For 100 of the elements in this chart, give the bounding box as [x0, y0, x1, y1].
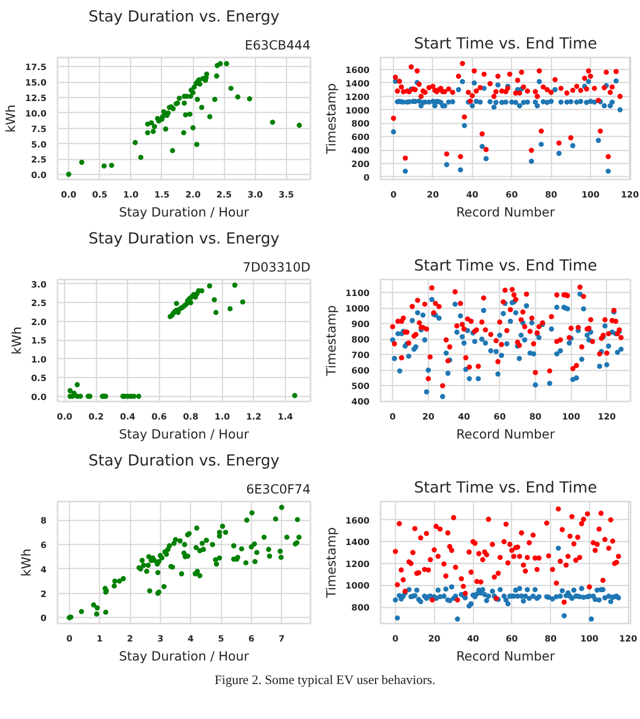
x-tick-label: 80: [529, 412, 542, 422]
chart-title: Stay Duration vs. Energy: [88, 452, 280, 470]
y-tick-label: 10.0: [25, 109, 46, 120]
y-tick-label: 12.5: [25, 94, 46, 104]
chart-subtitle: 6E3C0F74: [246, 482, 311, 496]
x-axis-title: Record Number: [456, 204, 556, 220]
y-tick-label: 400: [351, 398, 370, 408]
x-tick-label: 120: [598, 412, 616, 422]
y-tick-label: 2.0: [31, 318, 47, 328]
y-tick-label: 600: [351, 366, 370, 377]
x-tick-label: 1.4: [278, 412, 293, 422]
y-tick-label: 1.0: [31, 355, 47, 366]
x-axis-title: Stay Duration / Hour: [118, 204, 250, 220]
y-tick-label: 600: [351, 133, 370, 144]
y-tick-label: 17.5: [25, 63, 46, 74]
caption: Figure 2. Some typical EV user behaviors.: [214, 671, 436, 689]
x-tick-label: 100: [562, 412, 580, 422]
x-tick-label: 0: [392, 634, 398, 644]
y-tick-label: 800: [351, 120, 370, 130]
y-tick-label: 3.0: [31, 280, 47, 290]
y-tick-label: 1400: [345, 79, 370, 90]
y-tick-label: 1100: [345, 289, 370, 300]
y-tick-label: 2: [40, 590, 47, 600]
y-tick-label: 5.0: [31, 140, 47, 150]
y-tick-label: 1.5: [31, 336, 47, 347]
x-tick-label: 0: [66, 634, 72, 644]
y-tick-label: 8: [40, 516, 47, 527]
y-tick-label: 6: [40, 541, 47, 552]
x-tick-label: 1: [96, 634, 103, 644]
x-tick-label: 120: [619, 634, 638, 644]
x-tick-label: 0.2: [88, 412, 104, 422]
y-tick-label: 900: [351, 320, 370, 330]
x-tick-label: 2: [126, 634, 134, 644]
x-tick-label: 1.0: [214, 412, 230, 422]
chart-title: Stay Duration vs. Energy: [88, 8, 280, 26]
x-tick-label: 1.0: [123, 190, 139, 200]
y-tick-label: 800: [351, 336, 370, 346]
x-tick-label: 0.0: [61, 190, 76, 200]
x-tick-label: 3: [157, 634, 164, 644]
y-tick-label: 1600: [345, 66, 370, 76]
x-tick-label: 0.4: [120, 412, 136, 422]
x-tick-label: 20: [428, 634, 440, 644]
x-axis-title: Record Number: [456, 426, 556, 442]
x-tick-label: 0.5: [92, 190, 108, 200]
x-tick-label: 2.5: [216, 190, 232, 200]
y-tick-label: 1000: [345, 304, 370, 315]
x-tick-label: 2.0: [185, 190, 201, 200]
chart-subtitle: 7D03310D: [242, 260, 311, 274]
y-tick-label: 700: [351, 351, 370, 362]
x-tick-label: 1.5: [154, 190, 170, 200]
x-tick-label: 0: [390, 190, 397, 200]
y-tick-label: 0: [363, 173, 370, 184]
x-tick-label: 60: [506, 190, 518, 200]
y-tick-label: 4: [40, 565, 47, 576]
x-tick-label: 0.0: [56, 412, 72, 422]
x-tick-label: 120: [620, 190, 639, 200]
y-tick-label: 1600: [345, 516, 370, 526]
y-tick-label: 400: [351, 146, 370, 157]
chart-title: Start Time vs. End Time: [414, 478, 598, 496]
x-tick-label: 20: [422, 412, 434, 422]
y-tick-label: 0: [40, 614, 47, 624]
x-tick-label: 80: [545, 190, 558, 200]
y-tick-label: 2.5: [31, 156, 47, 166]
y-tick-label: 0.0: [31, 392, 47, 403]
y-axis-title: kWh: [18, 548, 34, 576]
y-tick-label: 500: [351, 382, 370, 392]
y-axis-title: kWh: [3, 104, 18, 132]
y-axis-title: kWh: [9, 326, 24, 354]
x-tick-label: 100: [580, 634, 598, 644]
x-tick-label: 40: [458, 412, 470, 422]
y-tick-label: 200: [351, 160, 370, 170]
y-tick-label: 1000: [345, 106, 370, 116]
y-tick-label: 0.5: [31, 374, 47, 384]
x-tick-label: 3.5: [278, 190, 294, 200]
x-tick-label: 7: [278, 634, 285, 644]
y-tick-label: 1400: [345, 538, 370, 548]
x-tick-label: 40: [466, 634, 480, 644]
x-tick-label: 5: [218, 634, 224, 644]
y-tick-label: 15.0: [25, 78, 46, 89]
x-axis-title: Record Number: [456, 648, 556, 664]
chart-title: Start Time vs. End Time: [414, 256, 598, 274]
y-tick-label: 0.0: [31, 171, 47, 182]
y-axis-title: Timestamp: [323, 305, 338, 377]
y-tick-label: 2.5: [31, 299, 47, 310]
y-tick-label: 800: [351, 604, 370, 614]
y-tick-label: 1200: [345, 92, 370, 103]
chart-title: Stay Duration vs. Energy: [88, 230, 280, 248]
x-tick-label: 20: [426, 190, 439, 200]
y-tick-label: 1200: [345, 560, 370, 570]
y-tick-label: 7.5: [31, 124, 47, 135]
chart-subtitle: E63CB444: [244, 38, 311, 52]
x-tick-label: 40: [466, 190, 478, 200]
x-tick-label: 0.8: [183, 412, 198, 422]
x-tick-label: 60: [494, 412, 506, 422]
x-tick-label: 3.0: [248, 190, 263, 200]
x-tick-label: 0: [390, 412, 396, 422]
x-tick-label: 80: [544, 634, 557, 644]
x-tick-label: 6: [248, 634, 254, 644]
x-tick-label: 0.6: [152, 412, 167, 422]
x-tick-label: 4: [188, 634, 194, 644]
